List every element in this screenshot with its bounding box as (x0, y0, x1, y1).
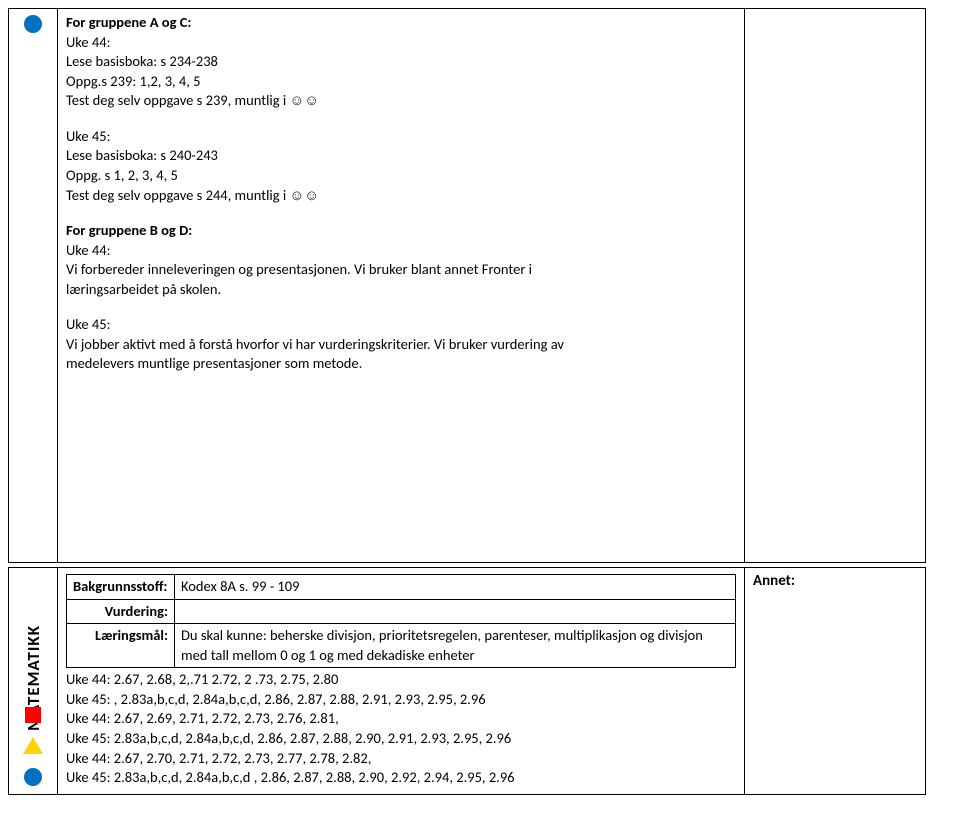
uke44-label: Uke 44: (66, 33, 736, 53)
content-1: For gruppene A og C: Uke 44: Lese basisb… (58, 9, 744, 562)
vurdering-value (174, 600, 736, 625)
left-rail-1 (9, 9, 58, 562)
circle-blue-icon (24, 15, 42, 33)
right-cell-matematikk: Annet: (744, 568, 925, 794)
block-languages: For gruppene A og C: Uke 44: Lese basisb… (8, 8, 926, 563)
laering-value: Du skal kunne: beherske divisjon, priori… (174, 624, 736, 668)
block-matematikk: MATEMATIKK Bakgrunnsstoff: Kodex 8A s. 9… (8, 567, 926, 795)
content-matematikk: Bakgrunnsstoff: Kodex 8A s. 99 - 109 Vur… (58, 568, 744, 794)
blue-line1: Uke 44: 2.67, 2.70, 2.71, 2.72, 2.73, 2.… (66, 749, 736, 769)
bakgrunn-label: Bakgrunnsstoff: (66, 574, 174, 600)
group-ac-title: For gruppene A og C: (66, 13, 736, 33)
left-rail-matematikk: MATEMATIKK (9, 568, 58, 794)
uke44-l1: Lese basisboka: s 234-238 (66, 52, 736, 72)
annet-label: Annet: (753, 572, 917, 590)
uke44-l3: Test deg selv oppgave s 239, muntlig i ☺… (66, 91, 736, 111)
bd45-text: Vi jobber aktivt med å forstå hvorfor vi… (66, 335, 626, 374)
vurdering-label: Vurdering: (66, 600, 174, 625)
yellow-line1: Uke 44: 2.67, 2.69, 2.71, 2.72, 2.73, 2.… (66, 709, 736, 729)
uke45-l1: Lese basisboka: s 240-243 (66, 146, 736, 166)
uke45-l3: Test deg selv oppgave s 244, muntlig i ☺… (66, 186, 736, 206)
bd44-label: Uke 44: (66, 241, 736, 261)
bakgrunn-value: Kodex 8A s. 99 - 109 (174, 574, 736, 600)
meta-table: Bakgrunnsstoff: Kodex 8A s. 99 - 109 Vur… (66, 574, 736, 668)
bd44-text: Vi forbereder inneleveringen og presenta… (66, 260, 626, 299)
triangle-yellow-icon (23, 737, 43, 754)
uke45-label: Uke 45: (66, 127, 736, 147)
red-line2: Uke 45: , 2.83a,b,c,d, 2.84a,b,c,d, 2.86… (66, 690, 736, 710)
laering-label: Læringsmål: (66, 624, 174, 668)
circle-blue-icon (24, 768, 42, 786)
yellow-line2: Uke 45: 2.83a,b,c,d, 2.84a,b,c,d, 2.86, … (66, 729, 736, 749)
square-red-icon (25, 707, 41, 723)
right-cell-1 (744, 9, 925, 562)
bd45-label: Uke 45: (66, 315, 736, 335)
group-bd-title: For gruppene B og D: (66, 221, 736, 241)
blue-line2: Uke 45: 2.83a,b,c,d, 2.84a,b,c,d , 2.86,… (66, 768, 736, 788)
red-line1: Uke 44: 2.67, 2.68, 2,.71 2.72, 2 .73, 2… (66, 670, 736, 690)
difficulty-shapes (23, 705, 43, 788)
hw-list: Uke 44: 2.67, 2.68, 2,.71 2.72, 2 .73, 2… (66, 670, 736, 787)
uke45-l2: Oppg. s 1, 2, 3, 4, 5 (66, 166, 736, 186)
uke44-l2: Oppg.s 239: 1,2, 3, 4, 5 (66, 72, 736, 92)
